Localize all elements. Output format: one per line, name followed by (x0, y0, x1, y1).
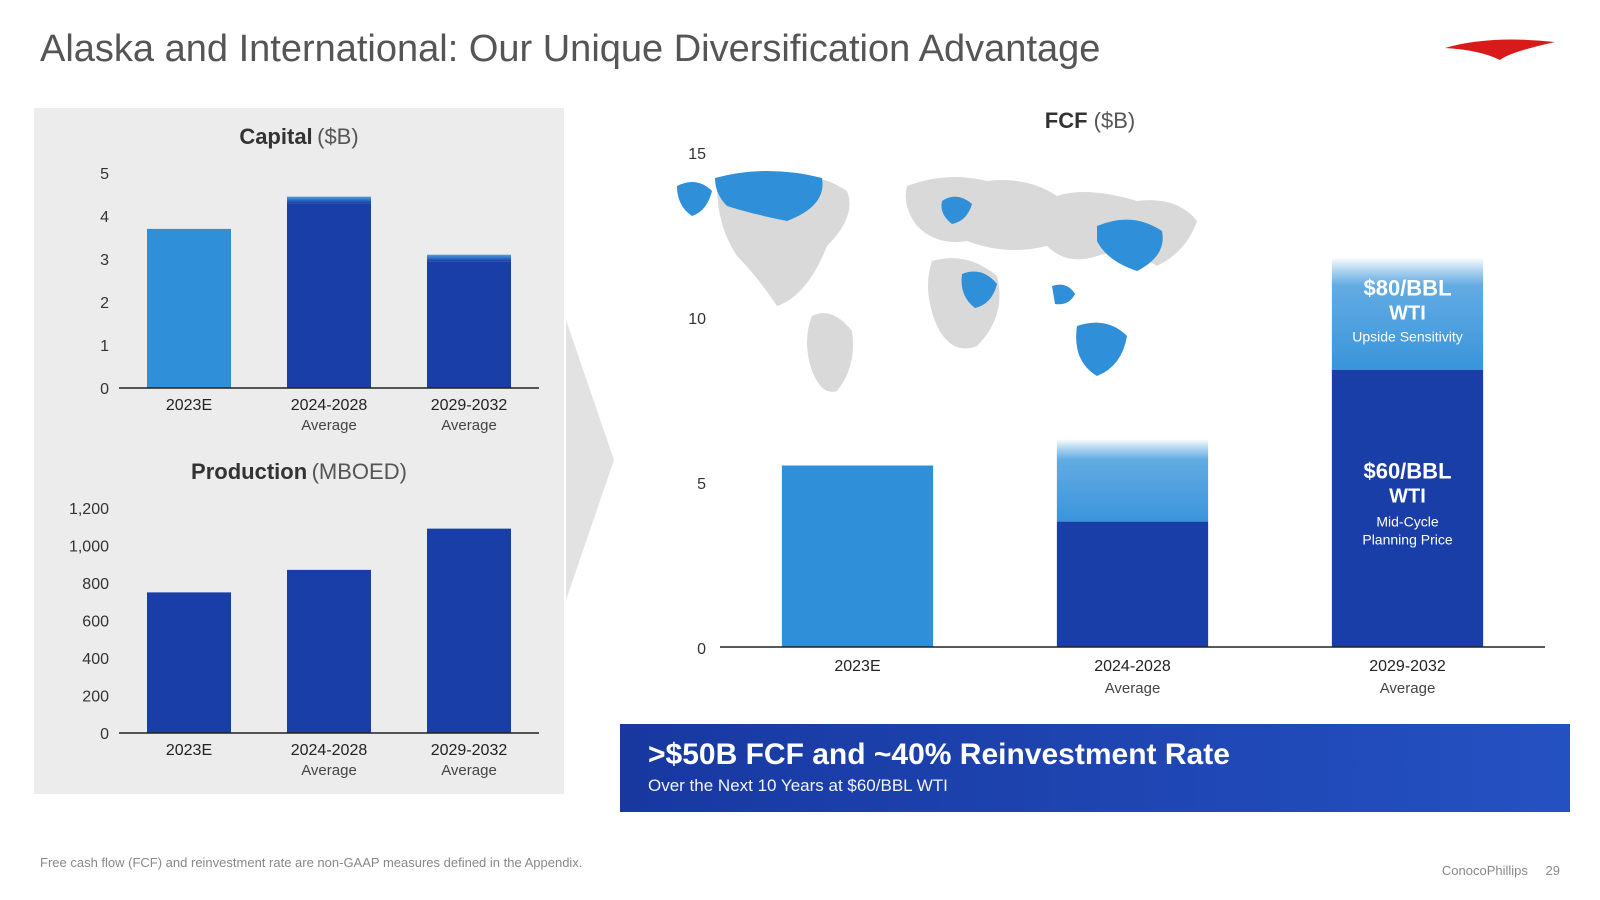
svg-text:0: 0 (100, 726, 109, 743)
svg-text:2023E: 2023E (166, 397, 212, 414)
svg-text:$80/BBL: $80/BBL (1363, 276, 1451, 301)
svg-text:600: 600 (82, 614, 109, 631)
svg-text:WTI: WTI (1389, 485, 1426, 507)
slide-title: Alaska and International: Our Unique Div… (40, 28, 1100, 71)
chart-title-unit: ($B) (317, 124, 359, 149)
fcf-chart-svg: 0 5 10 15 2023E 2024-2028 Average 2029-2032 Aver… (615, 142, 1565, 712)
company-name: ConocoPhillips (1442, 863, 1528, 878)
svg-text:1,200: 1,200 (69, 501, 109, 518)
page-number: 29 (1546, 863, 1560, 878)
production-chart: Production (MBOED) 0 200 400 600 800 1,000 1,2… (34, 453, 564, 798)
capital-chart: Capital ($B) 0 1 2 3 4 5 2023E 2024-2028 Average… (34, 108, 564, 453)
capital-chart-title: Capital ($B) (34, 124, 564, 150)
svg-text:Average: Average (441, 762, 497, 779)
production-chart-svg: 0 200 400 600 800 1,000 1,200 2023E 2024-2028 Ave… (34, 493, 564, 793)
arrow-icon (566, 320, 616, 600)
svg-text:Planning Price: Planning Price (1362, 531, 1452, 547)
svg-text:5: 5 (697, 476, 706, 493)
footnote: Free cash flow (FCF) and reinvestment ra… (40, 855, 582, 870)
svg-text:2024-2028: 2024-2028 (291, 742, 368, 759)
highlight-banner: >$50B FCF and ~40% Reinvestment Rate Ove… (620, 724, 1570, 812)
svg-text:2: 2 (100, 295, 109, 312)
svg-text:800: 800 (82, 576, 109, 593)
svg-text:10: 10 (688, 311, 706, 328)
banner-main: >$50B FCF and ~40% Reinvestment Rate (648, 738, 1542, 772)
fcf-panel: FCF ($B) 0 5 10 15 2023E 2024-2028 Average 2029… (615, 108, 1565, 794)
chart-title-unit: (MBOED) (312, 459, 407, 484)
svg-text:WTI: WTI (1389, 303, 1426, 325)
capital-chart-svg: 0 1 2 3 4 5 2023E 2024-2028 Average 2029-2032 Aver… (34, 158, 564, 448)
svg-text:2023E: 2023E (834, 658, 880, 675)
banner-sub: Over the Next 10 Years at $60/BBL WTI (648, 776, 1542, 796)
fcf-title-main: FCF (1045, 108, 1088, 133)
svg-text:2029-2032: 2029-2032 (431, 397, 508, 414)
chart-title-main: Production (191, 459, 307, 484)
svg-text:Mid-Cycle: Mid-Cycle (1376, 513, 1438, 529)
svg-text:Upside Sensitivity: Upside Sensitivity (1352, 329, 1463, 345)
svg-text:2024-2028: 2024-2028 (1094, 658, 1171, 675)
svg-text:1,000: 1,000 (69, 539, 109, 556)
chart-title-main: Capital (239, 124, 312, 149)
svg-text:Average: Average (301, 762, 357, 779)
svg-text:2024-2028: 2024-2028 (291, 397, 368, 414)
svg-text:Average: Average (1380, 680, 1436, 697)
fcf-title-unit: ($B) (1094, 108, 1136, 133)
svg-text:2029-2032: 2029-2032 (1369, 658, 1446, 675)
svg-text:200: 200 (82, 689, 109, 706)
svg-text:400: 400 (82, 651, 109, 668)
company-logo-icon (1440, 30, 1560, 70)
fcf-chart-title: FCF ($B) (615, 108, 1565, 134)
svg-text:0: 0 (697, 641, 706, 658)
svg-text:2029-2032: 2029-2032 (431, 742, 508, 759)
svg-text:Average: Average (1105, 680, 1161, 697)
svg-text:15: 15 (688, 146, 706, 163)
svg-text:3: 3 (100, 252, 109, 269)
production-chart-title: Production (MBOED) (34, 459, 564, 485)
svg-text:Average: Average (301, 417, 357, 434)
svg-text:0: 0 (100, 381, 109, 398)
left-panel: Capital ($B) 0 1 2 3 4 5 2023E 2024-2028 Average… (34, 108, 564, 794)
svg-text:5: 5 (100, 166, 109, 183)
svg-text:1: 1 (100, 338, 109, 355)
svg-text:4: 4 (100, 209, 109, 226)
svg-text:$60/BBL: $60/BBL (1363, 458, 1451, 483)
svg-text:Average: Average (441, 417, 497, 434)
page-footer: ConocoPhillips 29 (1442, 863, 1560, 878)
svg-text:2023E: 2023E (166, 742, 212, 759)
